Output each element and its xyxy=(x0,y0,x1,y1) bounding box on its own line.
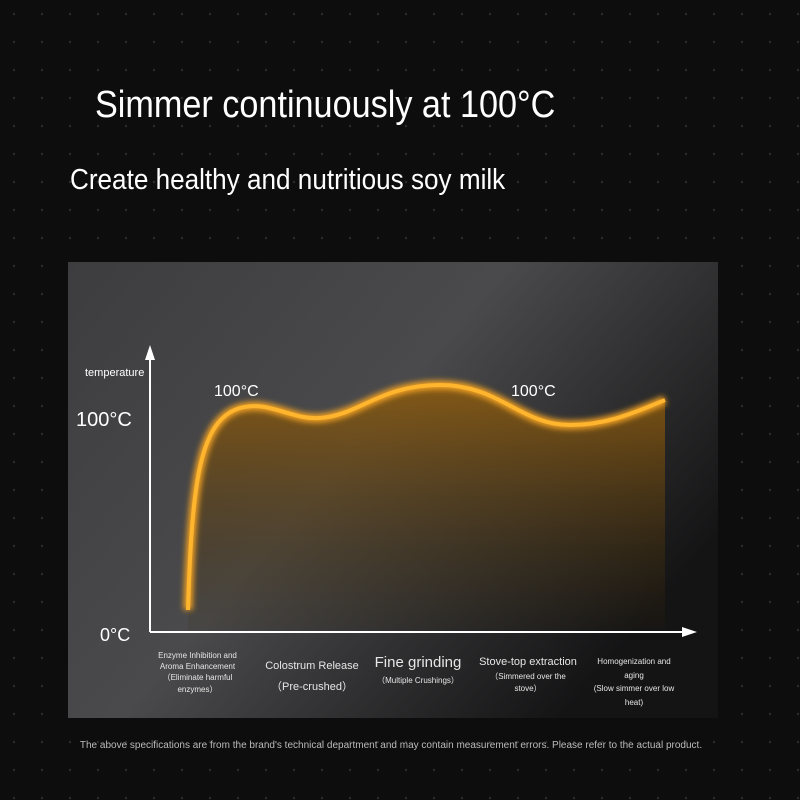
stage: Enzyme Inhibition and Aroma Enhancement … xyxy=(155,650,240,695)
title: Simmer continuously at 100°C xyxy=(95,84,556,126)
y-arrow xyxy=(145,345,155,360)
subtitle: Create healthy and nutritious soy milk xyxy=(70,164,506,196)
stage-detail: （Simmered over the stove） xyxy=(490,671,566,693)
y-label: 0°C xyxy=(100,625,130,645)
stage-name: Stove-top extraction xyxy=(479,656,577,668)
stage-name: Homogenization and aging xyxy=(597,657,671,680)
stage-detail: （Pre-crushed） xyxy=(271,680,353,693)
stage-detail: (Slow simmer over low heat) xyxy=(593,684,675,707)
stage-detail: （Multiple Crushings） xyxy=(377,675,459,685)
footnote: The above specifications are from the br… xyxy=(79,740,703,751)
stage: Colostrum Release （Pre-crushed） xyxy=(262,656,362,698)
stage: Stove-top extraction （Simmered over the … xyxy=(478,654,578,695)
curve-label: 100°C xyxy=(214,383,259,400)
stage-name: Colostrum Release xyxy=(265,660,359,672)
y-label: 100°C xyxy=(76,409,132,431)
stage-detail: （Eliminate harmful enzymes） xyxy=(162,673,233,694)
x-arrow xyxy=(682,627,697,637)
curve-label: 100°C xyxy=(511,383,556,400)
curve-fill xyxy=(188,385,665,630)
stage: Homogenization and aging (Slow simmer ov… xyxy=(590,655,678,709)
stage: Fine grinding （Multiple Crushings） xyxy=(368,652,468,687)
y-axis-label: temperature xyxy=(85,367,144,379)
stage-name: Fine grinding xyxy=(374,654,462,671)
stage-name: Enzyme Inhibition and Aroma Enhancement xyxy=(158,651,237,672)
curve xyxy=(186,382,666,611)
